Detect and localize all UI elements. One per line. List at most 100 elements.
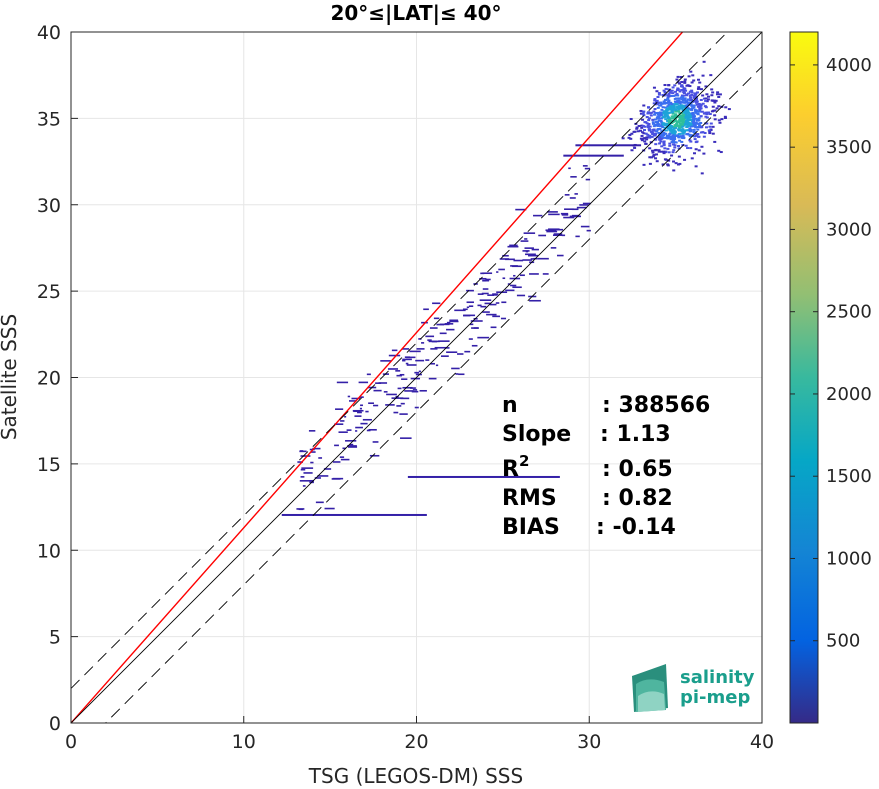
density-cell [704, 97, 708, 100]
density-cell [714, 99, 718, 102]
density-cell [679, 118, 683, 121]
density-cell [425, 359, 430, 361]
density-cell [658, 101, 662, 104]
density-cell [680, 98, 684, 101]
density-cell [678, 82, 682, 85]
density-cell [662, 150, 666, 153]
density-cell [425, 335, 435, 338]
density-cell [302, 485, 306, 487]
density-cell [484, 302, 492, 305]
density-cell [457, 353, 464, 355]
density-cell [676, 106, 680, 109]
density-cell [711, 132, 715, 135]
density-cell [466, 306, 470, 309]
density-cell [515, 208, 527, 211]
density-cell [627, 136, 631, 139]
density-cell [430, 348, 438, 350]
density-cell [656, 117, 660, 120]
logo-line-1: salinity [680, 667, 755, 688]
density-cell [468, 338, 473, 340]
density-cell [405, 362, 409, 365]
density-cell [643, 140, 647, 143]
density-cell [690, 81, 694, 84]
density-cell [550, 247, 557, 249]
y-tick-label: 25 [37, 281, 61, 303]
density-cell [695, 103, 699, 106]
density-cell [677, 97, 681, 100]
density-cell [642, 104, 646, 107]
density-cell [679, 76, 683, 79]
density-cell [529, 299, 541, 302]
density-cell [652, 102, 656, 105]
density-cell [674, 162, 678, 165]
density-cell [661, 163, 665, 166]
density-cell [315, 501, 324, 504]
density-cell [334, 444, 339, 447]
density-cell [662, 112, 666, 115]
density-cell [501, 301, 507, 304]
density-cell [685, 129, 689, 132]
density-cell [704, 106, 708, 109]
density-cell [668, 126, 672, 129]
density-cell [658, 134, 662, 137]
density-cell [683, 97, 687, 100]
density-cell [654, 132, 658, 135]
density-cell [663, 91, 667, 94]
density-cell [696, 126, 700, 129]
density-cell [695, 140, 699, 143]
density-cell [569, 197, 576, 199]
density-cell [445, 347, 450, 349]
density-cell [690, 157, 694, 160]
density-cell [667, 108, 671, 111]
density-cell [696, 113, 700, 116]
density-cell [668, 120, 672, 123]
density-cell [652, 110, 656, 113]
density-cell [656, 122, 660, 125]
density-cell [678, 139, 682, 142]
density-cell [657, 119, 661, 122]
density-cell [661, 94, 665, 97]
density-cell [666, 115, 670, 118]
density-cell [412, 389, 418, 391]
density-cell [689, 140, 693, 143]
density-cell [553, 233, 563, 235]
density-cell [708, 132, 712, 135]
density-cell [492, 293, 499, 295]
density-cell [671, 117, 675, 120]
density-cell [697, 78, 701, 81]
density-cell [692, 116, 696, 119]
density-cell [709, 74, 713, 77]
density-cell [310, 451, 316, 453]
y-axis: 0 5 10 15 20 25 30 35 40 [37, 22, 78, 735]
density-cell [696, 87, 700, 90]
density-cell [678, 125, 682, 128]
density-cell [671, 112, 675, 115]
density-cell [468, 305, 474, 308]
density-cell [421, 342, 425, 344]
salinity-pi-mep-logo: salinity pi-mep [632, 664, 755, 712]
stat-label-bias: BIAS [502, 515, 560, 540]
density-cell [414, 406, 419, 409]
density-cell [674, 116, 678, 119]
density-cell [692, 152, 696, 155]
density-cell [680, 81, 684, 84]
density-cell [694, 111, 698, 114]
density-cell [704, 85, 708, 88]
density-cell [492, 315, 500, 318]
density-cell [482, 311, 490, 313]
density-cell [706, 98, 710, 101]
density-cell [666, 163, 670, 166]
density-cell [672, 129, 676, 132]
density-cell [667, 122, 671, 125]
density-cell [520, 240, 529, 242]
density-cell [720, 118, 724, 121]
colorbar-tick-label: 2000 [826, 384, 872, 405]
colorbar [789, 31, 819, 724]
density-cell [701, 102, 705, 105]
density-cell [656, 124, 660, 127]
density-cell [654, 143, 658, 146]
density-cell [699, 103, 703, 106]
density-cell [512, 286, 522, 289]
density-cell [359, 396, 364, 398]
